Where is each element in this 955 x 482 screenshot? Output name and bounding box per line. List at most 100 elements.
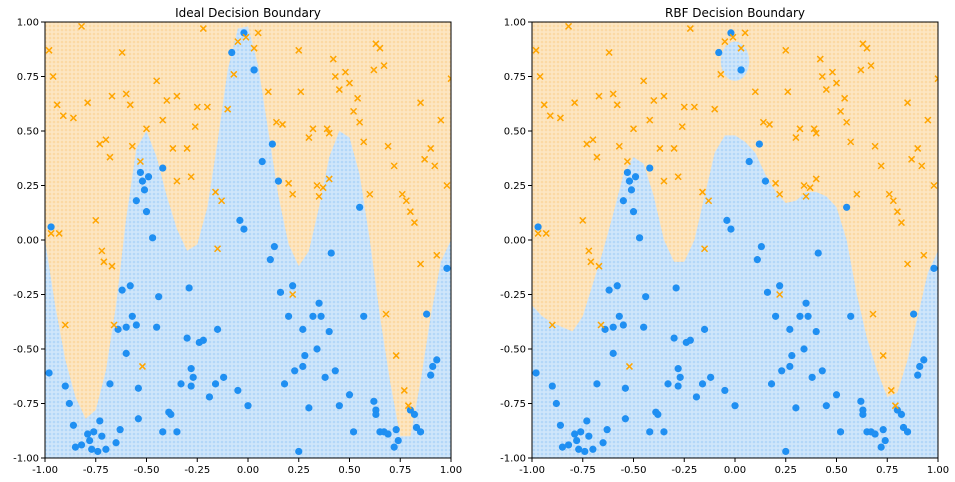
class-0-point [250,66,258,74]
class-1-point [832,79,841,87]
class-0-point [686,336,694,344]
class-1-point [402,197,410,205]
y-tick-label: -1.00 [500,454,526,465]
class-1-point [536,72,544,81]
class-1-point [587,258,595,266]
x-tick-label: 1.00 [440,465,462,476]
class-0-point [122,323,130,331]
class-1-point [871,142,879,150]
class-0-point [635,234,644,242]
class-1-point [605,48,613,57]
class-1-point [585,247,593,255]
class-1-point [818,72,826,81]
class-1-point [802,192,810,200]
class-1-point [45,46,53,54]
class-0-point [384,430,392,438]
x-tick-label: 1.00 [927,465,949,476]
class-1-point [335,86,343,94]
class-0-point [573,436,581,445]
class-1-point [122,90,130,98]
y-tick-label: 1.00 [17,18,39,29]
class-0-point [394,436,402,445]
class-1-point [234,38,242,46]
class-0-point [631,173,640,181]
class-1-point [384,142,392,150]
class-0-point [914,371,922,379]
class-0-point [800,345,808,353]
x-tick-label: 0.00 [724,465,746,476]
class-1-point [583,140,591,148]
class-0-point [134,415,142,423]
class-0-point [782,447,790,456]
class-1-point [47,229,55,237]
class-0-point [159,428,167,436]
class-1-point [354,94,362,102]
class-0-point [731,402,739,410]
class-1-point [701,245,709,253]
right-plot-area [532,22,938,458]
class-1-point [118,48,126,57]
class-1-point [278,120,287,128]
class-1-point [534,229,542,237]
class-0-point [126,282,134,290]
class-1-point [640,77,648,85]
class-0-point [325,327,333,336]
right-chart-title: RBF Decision Boundary [665,6,805,20]
class-0-point [102,445,110,453]
class-0-point [47,223,55,231]
class-0-point [416,428,425,436]
class-1-point [163,96,171,105]
y-tick-label: 0.00 [504,236,526,247]
class-1-point [254,29,262,37]
class-0-point [429,362,437,371]
class-0-point [558,443,567,451]
class-1-point [78,22,86,30]
class-1-point [329,55,337,63]
class-0-point [619,197,627,205]
class-1-point [565,22,573,30]
class-1-point [914,144,922,152]
class-0-point [118,286,126,294]
class-1-point [230,70,238,78]
class-1-point [623,157,631,166]
class-1-point [887,386,895,394]
class-0-point [356,203,364,211]
class-1-point [69,114,77,122]
class-1-point [106,153,114,161]
class-0-point [240,29,248,37]
class-1-point [289,190,297,198]
class-0-point [879,426,887,434]
class-0-point [621,415,629,423]
class-1-point [792,134,800,142]
class-0-point [148,234,157,242]
class-0-point [132,321,140,329]
class-1-point [776,190,784,198]
class-0-point [818,367,826,375]
class-0-point [548,382,556,390]
class-0-point [167,410,175,418]
class-1-point [650,96,658,105]
class-0-point [916,362,924,371]
class-1-point [272,118,280,126]
class-1-point [877,162,885,170]
class-1-point [812,129,820,137]
class-0-point [299,362,307,371]
class-0-point [427,371,435,379]
class-1-point [800,181,808,190]
class-0-point [236,216,244,224]
class-1-point [705,197,713,205]
y-tick-label: -0.75 [500,399,526,410]
class-1-point [49,72,57,81]
class-0-point [761,177,770,185]
class-1-point [741,29,749,37]
class-0-point [134,384,142,392]
class-1-point [920,251,928,259]
class-1-point [61,321,69,329]
class-0-point [433,356,441,364]
class-0-point [220,373,228,381]
class-0-point [321,373,329,381]
class-1-point [571,99,579,107]
class-0-point [556,421,565,429]
class-0-point [843,203,851,211]
